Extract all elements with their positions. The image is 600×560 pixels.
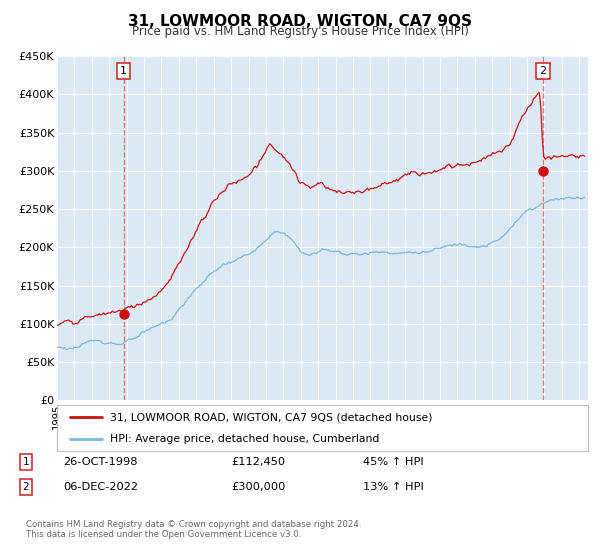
Text: Price paid vs. HM Land Registry's House Price Index (HPI): Price paid vs. HM Land Registry's House … xyxy=(131,25,469,38)
Text: 1: 1 xyxy=(120,66,127,76)
Text: This data is licensed under the Open Government Licence v3.0.: This data is licensed under the Open Gov… xyxy=(26,530,301,539)
Text: 2: 2 xyxy=(22,482,29,492)
Text: 31, LOWMOOR ROAD, WIGTON, CA7 9QS (detached house): 31, LOWMOOR ROAD, WIGTON, CA7 9QS (detac… xyxy=(110,412,433,422)
Text: HPI: Average price, detached house, Cumberland: HPI: Average price, detached house, Cumb… xyxy=(110,435,379,444)
Text: £300,000: £300,000 xyxy=(231,482,286,492)
Text: 1: 1 xyxy=(22,457,29,467)
Text: 2: 2 xyxy=(539,66,547,76)
Text: Contains HM Land Registry data © Crown copyright and database right 2024.: Contains HM Land Registry data © Crown c… xyxy=(26,520,361,529)
Text: 13% ↑ HPI: 13% ↑ HPI xyxy=(363,482,424,492)
Text: 31, LOWMOOR ROAD, WIGTON, CA7 9QS: 31, LOWMOOR ROAD, WIGTON, CA7 9QS xyxy=(128,14,472,29)
Text: 26-OCT-1998: 26-OCT-1998 xyxy=(63,457,137,467)
Text: 45% ↑ HPI: 45% ↑ HPI xyxy=(363,457,424,467)
Text: £112,450: £112,450 xyxy=(231,457,285,467)
Text: 06-DEC-2022: 06-DEC-2022 xyxy=(63,482,138,492)
